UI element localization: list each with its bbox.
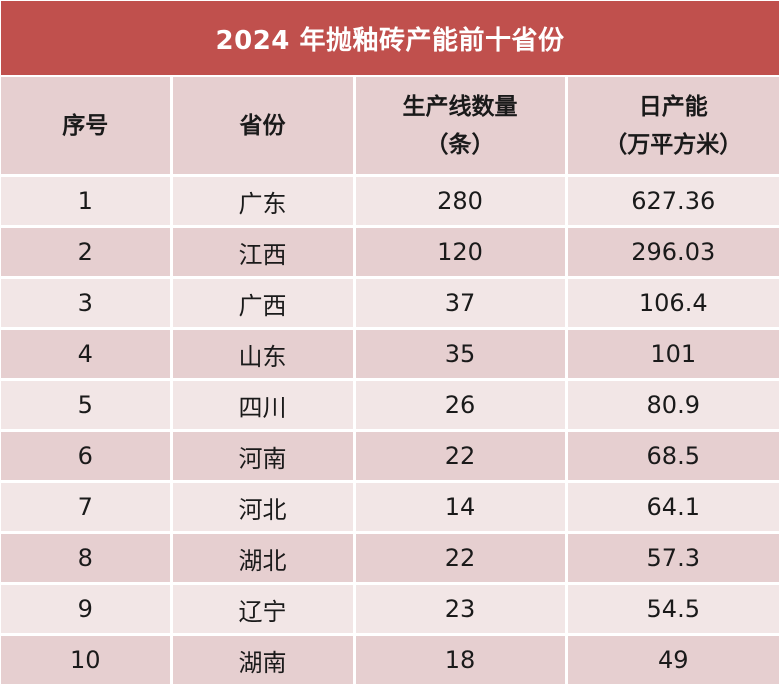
cell-lines: 120: [354, 227, 566, 278]
table-row: 2 江西 120 296.03: [1, 227, 779, 278]
cell-lines: 35: [354, 329, 566, 380]
cell-province: 湖北: [171, 533, 354, 584]
cell-province: 河南: [171, 431, 354, 482]
cell-capacity: 296.03: [566, 227, 779, 278]
cell-capacity: 57.3: [566, 533, 779, 584]
cell-index: 5: [1, 380, 171, 431]
header-capacity-label: 日产能: [568, 88, 780, 126]
header-lines-unit: （条）: [356, 126, 565, 164]
table-row: 5 四川 26 80.9: [1, 380, 779, 431]
cell-lines: 280: [354, 176, 566, 227]
table-row: 6 河南 22 68.5: [1, 431, 779, 482]
table-row: 1 广东 280 627.36: [1, 176, 779, 227]
cell-capacity: 106.4: [566, 278, 779, 329]
cell-province: 四川: [171, 380, 354, 431]
cell-capacity: 101: [566, 329, 779, 380]
cell-index: 2: [1, 227, 171, 278]
cell-index: 4: [1, 329, 171, 380]
cell-index: 8: [1, 533, 171, 584]
table-row: 7 河北 14 64.1: [1, 482, 779, 533]
table-row: 8 湖北 22 57.3: [1, 533, 779, 584]
header-index: 序号: [1, 77, 171, 176]
cell-province: 广西: [171, 278, 354, 329]
header-lines: 生产线数量 （条）: [354, 77, 566, 176]
table-row: 4 山东 35 101: [1, 329, 779, 380]
cell-capacity: 80.9: [566, 380, 779, 431]
cell-lines: 26: [354, 380, 566, 431]
cell-capacity: 54.5: [566, 584, 779, 635]
cell-capacity: 64.1: [566, 482, 779, 533]
cell-lines: 22: [354, 533, 566, 584]
cell-lines: 37: [354, 278, 566, 329]
cell-province: 河北: [171, 482, 354, 533]
cell-province: 山东: [171, 329, 354, 380]
header-province: 省份: [171, 77, 354, 176]
cell-index: 9: [1, 584, 171, 635]
cell-province: 江西: [171, 227, 354, 278]
header-row: 序号 省份 生产线数量 （条） 日产能 （万平方米）: [1, 77, 779, 176]
table-row: 9 辽宁 23 54.5: [1, 584, 779, 635]
table-row: 3 广西 37 106.4: [1, 278, 779, 329]
cell-index: 7: [1, 482, 171, 533]
header-lines-label: 生产线数量: [356, 88, 565, 126]
cell-index: 3: [1, 278, 171, 329]
cell-lines: 22: [354, 431, 566, 482]
cell-capacity: 68.5: [566, 431, 779, 482]
cell-province: 广东: [171, 176, 354, 227]
cell-index: 1: [1, 176, 171, 227]
table-title: 2024 年抛釉砖产能前十省份: [1, 1, 779, 75]
header-capacity-unit: （万平方米）: [568, 126, 780, 164]
cell-province: 辽宁: [171, 584, 354, 635]
cell-lines: 14: [354, 482, 566, 533]
cell-index: 6: [1, 431, 171, 482]
capacity-table: 序号 省份 生产线数量 （条） 日产能 （万平方米） 1 广东 280 627.…: [1, 77, 779, 684]
header-capacity: 日产能 （万平方米）: [566, 77, 779, 176]
cell-capacity: 627.36: [566, 176, 779, 227]
cell-lines: 23: [354, 584, 566, 635]
